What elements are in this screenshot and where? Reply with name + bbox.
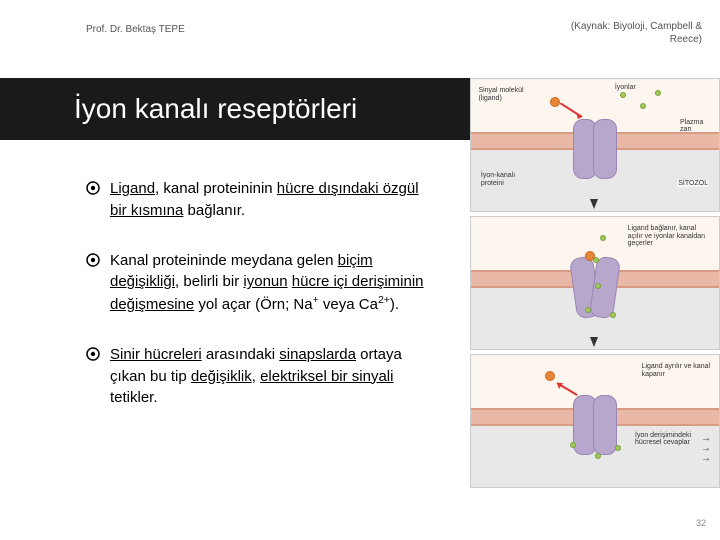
slide-title: İyon kanalı reseptörleri xyxy=(74,93,357,125)
source-line2: Reece) xyxy=(670,34,702,45)
author-label: Prof. Dr. Bektaş TEPE xyxy=(86,24,185,35)
arrow-down-icon xyxy=(590,337,598,347)
figure-3: →→→ İyon derişimindeki hücresel cevaplar… xyxy=(470,354,720,488)
label-iyonlar: İyonlar xyxy=(615,84,636,92)
arrow-icon xyxy=(560,103,590,123)
bullet-item: Kanal proteininde meydana gelen biçim de… xyxy=(86,250,436,316)
label-iyon-kanal: İyon-kanalı proteini xyxy=(481,172,531,187)
bullet-list: Ligand, kanal proteininin hücre dışındak… xyxy=(86,178,436,437)
response-arrows-icon: →→→ xyxy=(701,434,711,464)
figure3-caption: Ligand ayrılır ve kanal kapanır xyxy=(642,363,712,378)
ion-icon xyxy=(585,307,591,313)
bullet-item: Ligand, kanal proteininin hücre dışındak… xyxy=(86,178,436,222)
ion-icon xyxy=(640,103,646,109)
channel-lobe xyxy=(593,119,617,180)
ion-channel-closed xyxy=(567,119,623,180)
label-plazma: Plazma zarı xyxy=(680,119,714,134)
bullet-text: Sinir hücreleri arasındaki sinapslarda o… xyxy=(110,344,436,409)
figure-1: İyonlar Sinyal molekül (ligand) Plazma z… xyxy=(470,78,720,212)
bullet-icon xyxy=(86,180,104,222)
figure-2: Ligand bağlanır, kanal açılır ve iyonlar… xyxy=(470,216,720,350)
ion-icon xyxy=(655,90,661,96)
bullet-text: Ligand, kanal proteininin hücre dışındak… xyxy=(110,178,436,222)
arrow-icon xyxy=(555,381,583,399)
bullet-icon xyxy=(86,346,104,409)
label-sitozol: SİTOZOL xyxy=(677,180,709,188)
arrow-down-icon xyxy=(590,199,598,209)
bullet-text: Kanal proteininde meydana gelen biçim de… xyxy=(110,250,436,316)
channel-lobe xyxy=(593,395,617,456)
ion-icon xyxy=(620,92,626,98)
label-response: İyon derişimindeki hücresel cevaplar xyxy=(635,432,693,447)
figure2-caption: Ligand bağlanır, kanal açılır ve iyonlar… xyxy=(628,225,712,248)
source-line1: (Kaynak: Biyoloji, Campbell & xyxy=(571,21,702,32)
ion-icon xyxy=(610,312,616,318)
ligand-icon xyxy=(545,371,555,381)
ion-icon xyxy=(595,283,601,289)
bullet-item: Sinir hücreleri arasındaki sinapslarda o… xyxy=(86,344,436,409)
source-citation: (Kaynak: Biyoloji, Campbell & Reece) xyxy=(522,20,702,46)
figure-column: İyonlar Sinyal molekül (ligand) Plazma z… xyxy=(470,78,720,488)
ion-icon xyxy=(595,453,601,459)
page-number: 32 xyxy=(696,518,706,528)
ion-icon xyxy=(600,235,606,241)
ion-icon xyxy=(593,257,599,263)
slide: Prof. Dr. Bektaş TEPE (Kaynak: Biyoloji,… xyxy=(0,0,720,540)
ligand-icon xyxy=(550,97,560,107)
label-sinyal: Sinyal molekül (ligand) xyxy=(478,87,528,102)
bullet-icon xyxy=(86,252,104,316)
ion-icon xyxy=(615,445,621,451)
